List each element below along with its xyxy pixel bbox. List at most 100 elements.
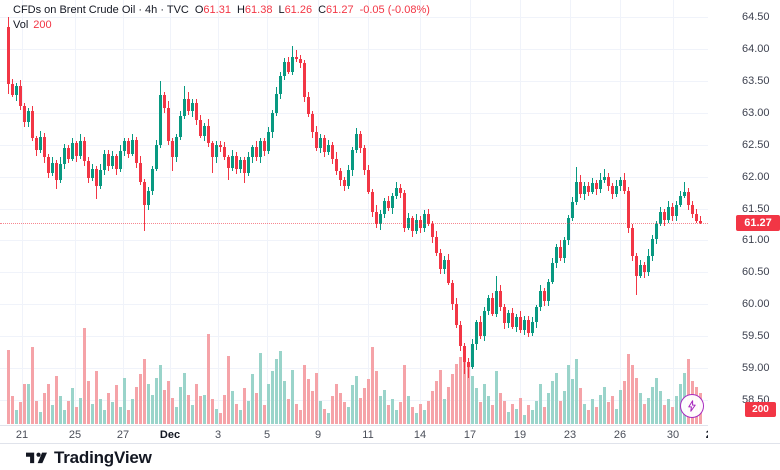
symbol-legend[interactable]: CFDs on Brent Crude Oil · 4h · TVC O61.3… [13,4,430,16]
volume-bar [287,399,290,424]
volume-bar [411,406,414,424]
candle-body [535,307,538,323]
h-gridline [0,208,708,210]
volume-bar [39,411,42,424]
candle-body [591,182,594,192]
candle-body [687,191,690,205]
h-gridline [0,176,708,178]
time-axis-label: 9 [314,429,322,441]
volume-bar [103,410,106,424]
volume-bar [263,405,266,424]
candle-body [19,85,22,107]
time-axis-label: 5 [263,429,271,441]
symbol-title[interactable]: CFDs on Brent Crude Oil · 4h · TVC [13,4,189,16]
candle-body [579,181,582,195]
time-axis-label: 23 [563,429,577,441]
candle-body [291,56,294,72]
candle-body [195,102,198,121]
candle-body [699,220,702,224]
volume-bar [559,400,562,424]
time-axis[interactable]: 212527Dec359111417192326302026 [0,425,780,444]
candle-body [551,262,554,282]
candle-body [555,246,558,263]
volume-bar [311,391,314,424]
volume-bar [91,403,94,424]
volume-bar [383,389,386,424]
candle-body [479,322,482,337]
time-axis-label: 11 [362,429,374,441]
v-gridline [75,0,76,425]
time-axis-label: Dec [159,429,181,441]
quick-trade-lightning-button[interactable] [680,394,704,418]
volume-bar [467,362,470,424]
volume-bar [43,393,46,424]
volume-bar [327,413,330,424]
candle-body [247,157,250,174]
candle-body [147,190,150,205]
volume-bar [627,354,630,424]
volume-bar [227,355,230,424]
candle-body [547,281,550,302]
footer-branding[interactable]: TradingView [26,448,152,468]
candle-body [431,223,434,238]
candle-body [91,168,94,179]
candle-body [619,179,622,186]
volume-bar [555,372,558,424]
volume-bar [491,405,494,424]
volume-bar [199,396,202,424]
volume-bar [459,357,462,424]
candle-body [27,111,30,123]
volume-bar [599,394,602,424]
volume-bar [527,405,530,424]
candle-body [515,317,518,327]
volume-legend[interactable]: Vol 200 [13,19,52,31]
time-axis-label: 26 [613,429,627,441]
candle-body [183,98,186,116]
volume-bar [211,399,214,424]
volume-bar [207,334,210,424]
candle-body [319,138,322,148]
candle-body [155,144,158,169]
price-axis[interactable]: 61.27 200 64.50 64.00 63.50 63.00 62.50 62.00… [708,0,780,443]
candle-body [487,297,490,311]
candle-body [95,168,98,186]
volume-bar [539,383,542,424]
h-gridline [0,80,708,82]
candle-body [139,162,142,182]
time-axis-label: 25 [68,429,82,441]
volume-bar [195,383,198,424]
volume-bar [187,394,190,424]
candle-body [103,153,106,171]
volume-bar [363,388,366,424]
volume-bar [647,397,650,424]
ohlc-low: L61.26 [278,4,313,16]
volume-bar [307,379,310,424]
volume-bar [547,393,550,424]
volume-bar [127,410,130,424]
candle-body [435,237,438,254]
candlestick-plot[interactable] [0,0,708,425]
candle-body [235,156,238,169]
candle-body [343,180,346,187]
candle-body [667,207,670,220]
h-gridline [0,336,708,338]
volume-bar [623,380,626,424]
volume-bar [7,349,10,424]
candle-body [359,134,362,148]
price-axis-label: 59.00 [742,362,770,375]
price-axis-label: 64.50 [742,11,770,23]
v-gridline [218,0,219,425]
candle-body [691,204,694,214]
volume-bar [31,346,34,424]
chart-bottom-divider [0,443,780,444]
candle-body [403,193,406,228]
price-axis-label: 60.00 [742,298,770,311]
candle-body [227,157,230,168]
candle-body [367,170,370,192]
volume-bar [283,380,286,424]
candle-body [523,319,526,330]
candle-body [75,143,78,157]
candle-body [315,131,318,148]
price-axis-label: 63.50 [742,74,770,87]
